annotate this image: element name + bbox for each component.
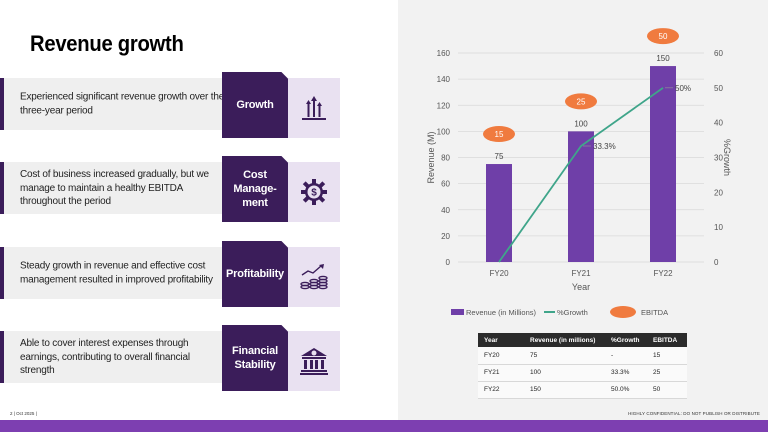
revenue-bar <box>650 66 676 262</box>
bar-value-label: 150 <box>656 54 670 63</box>
y-tick-label: 120 <box>437 101 451 110</box>
table-cell: - <box>605 347 647 365</box>
bank-icon <box>300 348 328 375</box>
y2-tick-label: 50 <box>714 84 723 93</box>
x-tick-label: FY22 <box>653 269 673 278</box>
table-row: FY22 150 50.0% 50 <box>478 381 687 399</box>
table-cell: 75 <box>524 347 605 365</box>
row-label-box: Growth <box>222 72 288 138</box>
y-axis-title: Revenue (M) <box>426 131 436 183</box>
footer-confidential: HIGHLY CONFIDENTIAL: DO NOT PUBLISH OR D… <box>628 411 760 416</box>
row-label-box: Cost Manage- ment <box>222 156 288 222</box>
table-row: FY21 100 33.3% 25 <box>478 364 687 382</box>
bottom-accent-bar <box>0 420 768 432</box>
row-label: Financial Stability <box>232 345 278 371</box>
row-label: Profitability <box>226 268 284 280</box>
table-cell: 50 <box>647 381 687 399</box>
highlight-row-cost-management: Cost of business increased gradually, bu… <box>0 156 340 222</box>
y2-tick-label: 30 <box>714 154 723 163</box>
ebitda-marker <box>483 126 515 143</box>
row-label-box: Profitability <box>222 241 288 307</box>
svg-text:$: $ <box>311 188 317 199</box>
summary-table: Year Revenue (in millions) %Growth EBITD… <box>478 333 687 399</box>
row-icon-box <box>288 247 340 307</box>
table-cell: 100 <box>524 364 605 382</box>
table-header-row: Year Revenue (in millions) %Growth EBITD… <box>478 333 687 347</box>
y2-tick-label: 40 <box>714 119 723 128</box>
y-tick-label: 100 <box>437 127 451 136</box>
row-description: Experienced significant revenue growth o… <box>20 91 225 117</box>
y-tick-label: 40 <box>441 206 450 215</box>
row-description: Steady growth in revenue and effective c… <box>20 260 213 286</box>
table-header: Revenue (in millions) <box>524 333 605 347</box>
dollar-gear-icon: $ <box>301 179 327 205</box>
y2-tick-label: 20 <box>714 188 723 197</box>
y-tick-label: 20 <box>441 232 450 241</box>
row-label: Growth <box>236 99 274 111</box>
ebitda-value-label: 25 <box>577 97 586 106</box>
row-text-box: Experienced significant revenue growth o… <box>0 78 224 130</box>
y-tick-label: 80 <box>441 154 450 163</box>
row-icon-box <box>288 331 340 391</box>
y-tick-label: 0 <box>446 258 451 267</box>
ebitda-value-label: 15 <box>495 130 504 139</box>
row-text-box: Steady growth in revenue and effective c… <box>0 247 222 299</box>
growth-line <box>498 87 664 263</box>
table-cell: 15 <box>647 347 687 365</box>
table-row: FY20 75 - 15 <box>478 347 687 365</box>
y2-tick-label: 0 <box>714 258 719 267</box>
revenue-chart: 0 20 40 60 80 100 120 140 160 0 10 20 30 40 50 60 75 FY20… <box>426 28 732 318</box>
x-tick-label: FY21 <box>571 269 591 278</box>
y-tick-label: 140 <box>437 75 451 84</box>
growth-value-label: 33.3% <box>593 142 616 151</box>
row-icon-box: $ <box>288 162 340 222</box>
table-cell: 33.3% <box>605 364 647 382</box>
row-description: Cost of business increased gradually, bu… <box>20 168 209 207</box>
highlight-row-financial-stability: Able to cover interest expenses through … <box>0 325 340 391</box>
table-cell: 25 <box>647 364 687 382</box>
bar-value-label: 75 <box>495 152 504 161</box>
row-text-box: Able to cover interest expenses through … <box>0 331 222 383</box>
table-header: EBITDA <box>647 333 687 347</box>
table-cell: FY20 <box>478 347 524 365</box>
legend-label-growth: %Growth <box>557 308 588 317</box>
page-title: Revenue growth <box>30 31 184 56</box>
row-text-box: Cost of business increased gradually, bu… <box>0 162 222 214</box>
legend-swatch-ebitda <box>610 306 636 318</box>
table-cell: FY21 <box>478 364 524 382</box>
growth-value-label: 50% <box>675 84 691 93</box>
highlight-row-profitability: Steady growth in revenue and effective c… <box>0 241 340 307</box>
row-label-box: Financial Stability <box>222 325 288 391</box>
row-icon-box <box>288 78 340 138</box>
table-cell: 50.0% <box>605 381 647 399</box>
table-cell: 150 <box>524 381 605 399</box>
table-cell: FY22 <box>478 381 524 399</box>
table-header: %Growth <box>605 333 647 347</box>
row-label: Cost Manage- ment <box>233 169 277 209</box>
y2-tick-label: 10 <box>714 223 723 232</box>
footer-page-info: 2 | Oct 2025 | <box>10 411 37 416</box>
revenue-bar <box>568 131 594 262</box>
row-description: Able to cover interest expenses through … <box>20 337 190 376</box>
ebitda-value-label: 50 <box>659 32 668 41</box>
table-header: Year <box>478 333 524 347</box>
y-tick-label: 160 <box>437 49 451 58</box>
y2-tick-label: 60 <box>714 49 723 58</box>
legend-label-ebitda: EBITDA <box>641 308 668 317</box>
legend-label-revenue: Revenue (in Millions) <box>466 308 537 317</box>
highlight-row-growth: Experienced significant revenue growth o… <box>0 72 340 138</box>
y2-axis-title: %Growth <box>722 139 732 176</box>
x-axis-title: Year <box>572 282 590 292</box>
ebitda-marker <box>565 93 597 110</box>
y-tick-label: 60 <box>441 180 450 189</box>
coins-growth-icon <box>300 264 328 290</box>
revenue-bar <box>486 164 512 262</box>
x-tick-label: FY20 <box>489 269 509 278</box>
ebitda-marker <box>647 28 679 45</box>
bar-value-label: 100 <box>574 119 588 128</box>
arrows-up-icon <box>302 96 326 120</box>
legend-swatch-revenue <box>451 309 464 315</box>
